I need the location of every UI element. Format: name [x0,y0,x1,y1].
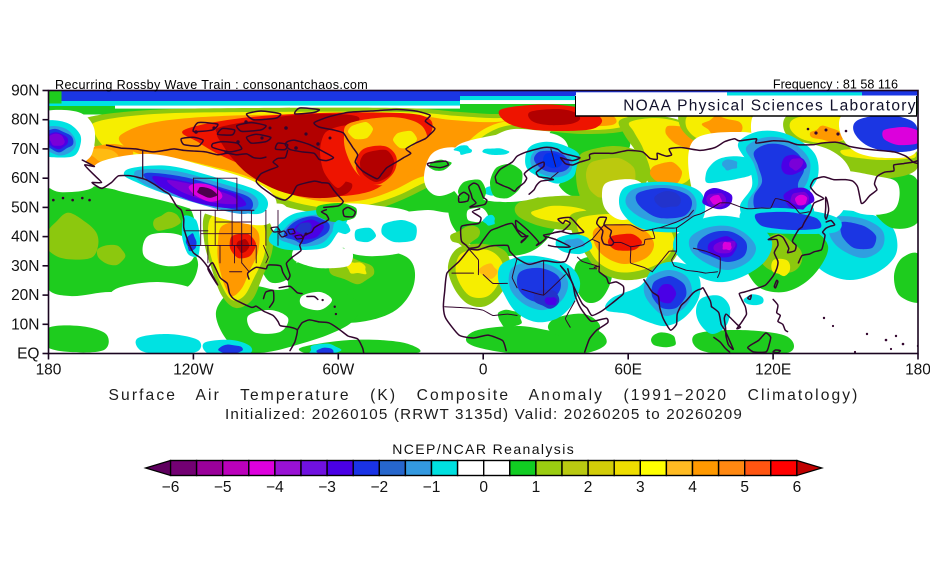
svg-text:6: 6 [793,479,802,496]
svg-text:60N: 60N [11,170,39,187]
svg-text:70N: 70N [11,141,39,158]
svg-text:−4: −4 [266,479,284,496]
svg-text:NCEP/NCAR Reanalysis: NCEP/NCAR Reanalysis [392,441,575,457]
svg-text:−1: −1 [423,479,441,496]
svg-text:40N: 40N [11,229,39,246]
svg-text:2: 2 [584,479,593,496]
svg-text:0: 0 [479,479,488,496]
svg-text:180: 180 [905,362,930,379]
svg-text:10N: 10N [11,316,39,333]
svg-text:5: 5 [740,479,749,496]
svg-text:30N: 30N [11,258,39,275]
svg-text:Recurring Rossby Wave Train :: Recurring Rossby Wave Train : consonantc… [55,78,368,92]
svg-text:4: 4 [688,479,697,496]
svg-text:20N: 20N [11,287,39,304]
svg-text:Surface Air Temperature (K) Co: Surface Air Temperature (K) Composite An… [109,387,860,404]
svg-text:0: 0 [479,362,488,379]
svg-text:180: 180 [36,362,62,379]
svg-text:NOAA Physical Sciences Laborat: NOAA Physical Sciences Laboratory [623,98,917,115]
svg-text:3: 3 [636,479,645,496]
svg-text:−3: −3 [318,479,336,496]
svg-text:Initialized: 20260105 (RRWT 31: Initialized: 20260105 (RRWT 3135d) Valid… [225,406,743,423]
svg-text:90N: 90N [11,83,39,100]
svg-text:120E: 120E [755,362,791,379]
svg-text:1: 1 [532,479,541,496]
svg-text:−5: −5 [214,479,232,496]
svg-text:−6: −6 [162,479,180,496]
svg-text:−2: −2 [370,479,388,496]
svg-text:120W: 120W [173,362,214,379]
svg-text:60E: 60E [614,362,642,379]
svg-text:60W: 60W [322,362,354,379]
svg-text:EQ: EQ [17,346,39,363]
svg-text:Frequency : 81 58 116: Frequency : 81 58 116 [773,78,898,92]
svg-text:80N: 80N [11,112,39,129]
svg-text:50N: 50N [11,199,39,216]
